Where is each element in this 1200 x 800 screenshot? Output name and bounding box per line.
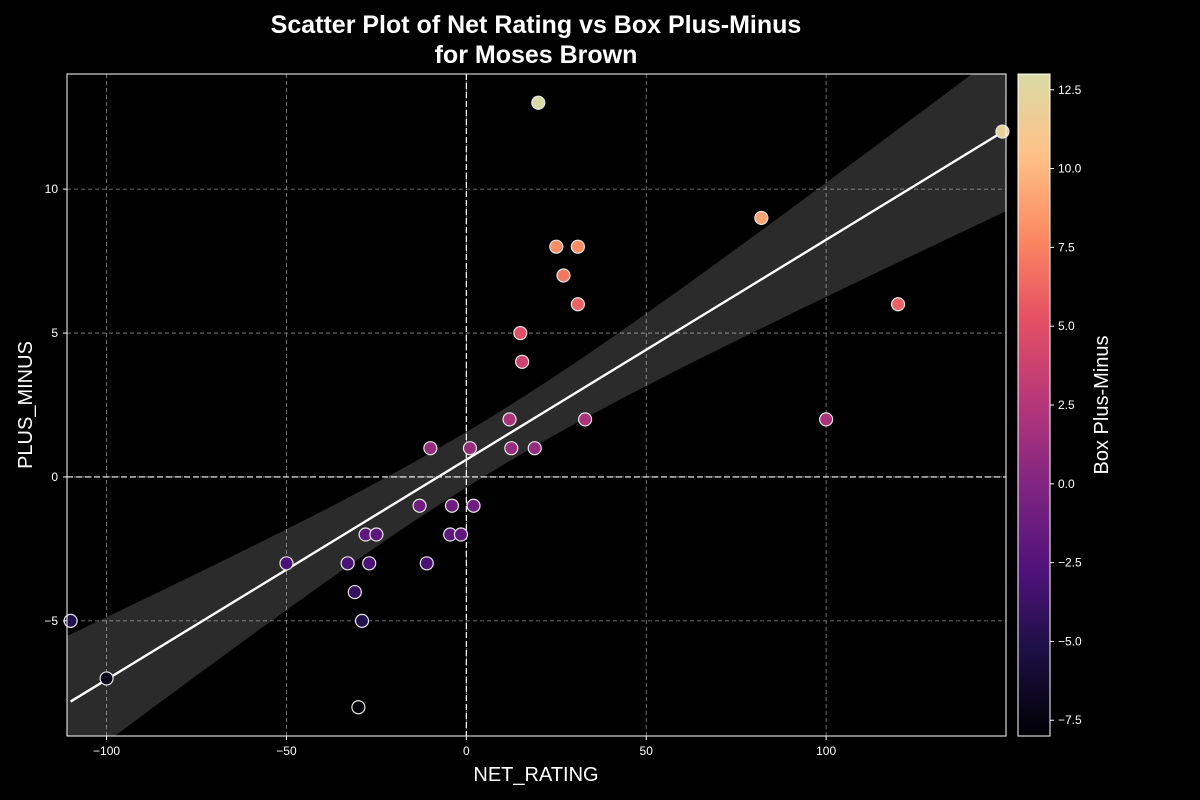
x-tick-label: −100 (93, 744, 120, 758)
y-axis-ticks: −5 0 5 10 (44, 182, 67, 628)
data-point (527, 441, 542, 456)
colorbar-tick-label: 5.0 (1058, 319, 1075, 333)
x-tick-label: 100 (816, 744, 836, 758)
data-point (423, 441, 438, 456)
data-point (995, 124, 1010, 139)
data-point (462, 441, 478, 456)
colorbar-tick-label: 12.5 (1058, 83, 1082, 97)
data-point (444, 498, 460, 513)
y-tick-label: 10 (45, 182, 59, 196)
confidence-band-area (67, 74, 1006, 736)
data-point (504, 441, 519, 456)
data-point (369, 527, 384, 542)
data-point (354, 613, 370, 628)
colorbar (1017, 73, 1051, 737)
x-axis-ticks: −100 −50 0 50 100 (93, 736, 836, 758)
data-point (340, 556, 355, 571)
x-tick-label: −50 (276, 744, 297, 758)
data-points (63, 95, 1010, 715)
y-tick-label: 0 (51, 470, 58, 484)
x-tick-label: 50 (640, 744, 654, 758)
data-point (890, 297, 906, 312)
data-point (570, 297, 585, 312)
data-point (412, 498, 427, 513)
data-point (99, 671, 114, 686)
y-axis-label: PLUS_MINUS (15, 341, 37, 469)
colorbar-tick-label: 7.5 (1058, 240, 1075, 254)
data-point (513, 325, 528, 341)
colorbar-label: Box Plus-Minus (1091, 336, 1113, 475)
colorbar-tick-label: 0.0 (1058, 477, 1075, 491)
data-point (419, 556, 434, 571)
chart-title-line-1: Scatter Plot of Net Rating vs Box Plus-M… (270, 11, 802, 39)
data-point (279, 556, 294, 571)
data-point (531, 95, 546, 110)
y-tick-label: −5 (44, 614, 58, 628)
plot-frame (66, 73, 1007, 737)
data-point (549, 239, 564, 254)
x-tick-label: 0 (463, 744, 470, 758)
colorbar-tick-label: −2.5 (1058, 556, 1082, 570)
regression-line (69, 131, 1004, 703)
data-point (556, 268, 571, 283)
data-point (362, 556, 377, 571)
y-tick-label: 5 (51, 326, 58, 340)
confidence-band (67, 74, 1006, 736)
regression-line-group (69, 131, 1004, 703)
data-point (351, 700, 366, 715)
data-point (502, 412, 517, 427)
data-point (577, 412, 593, 427)
data-point (754, 210, 769, 226)
colorbar-tick-label: −7.5 (1058, 713, 1082, 727)
colorbar-ticks: −7.5 −5.0 −2.5 0.0 2.5 5.0 7.5 10.0 12.5 (1050, 83, 1082, 727)
zero-reference-lines (67, 74, 1006, 736)
data-point (453, 527, 469, 542)
data-point (347, 584, 362, 600)
data-point (819, 412, 834, 427)
colorbar-tick-label: 2.5 (1058, 398, 1075, 412)
colorbar-tick-label: 10.0 (1058, 162, 1082, 176)
data-point (570, 239, 585, 254)
data-point (466, 498, 481, 513)
chart-title-line-2: for Moses Brown (434, 41, 638, 69)
colorbar-tick-label: −5.0 (1058, 634, 1082, 648)
x-axis-label: NET_RATING (473, 764, 598, 786)
data-point (515, 354, 530, 369)
plot-area (67, 74, 1006, 736)
